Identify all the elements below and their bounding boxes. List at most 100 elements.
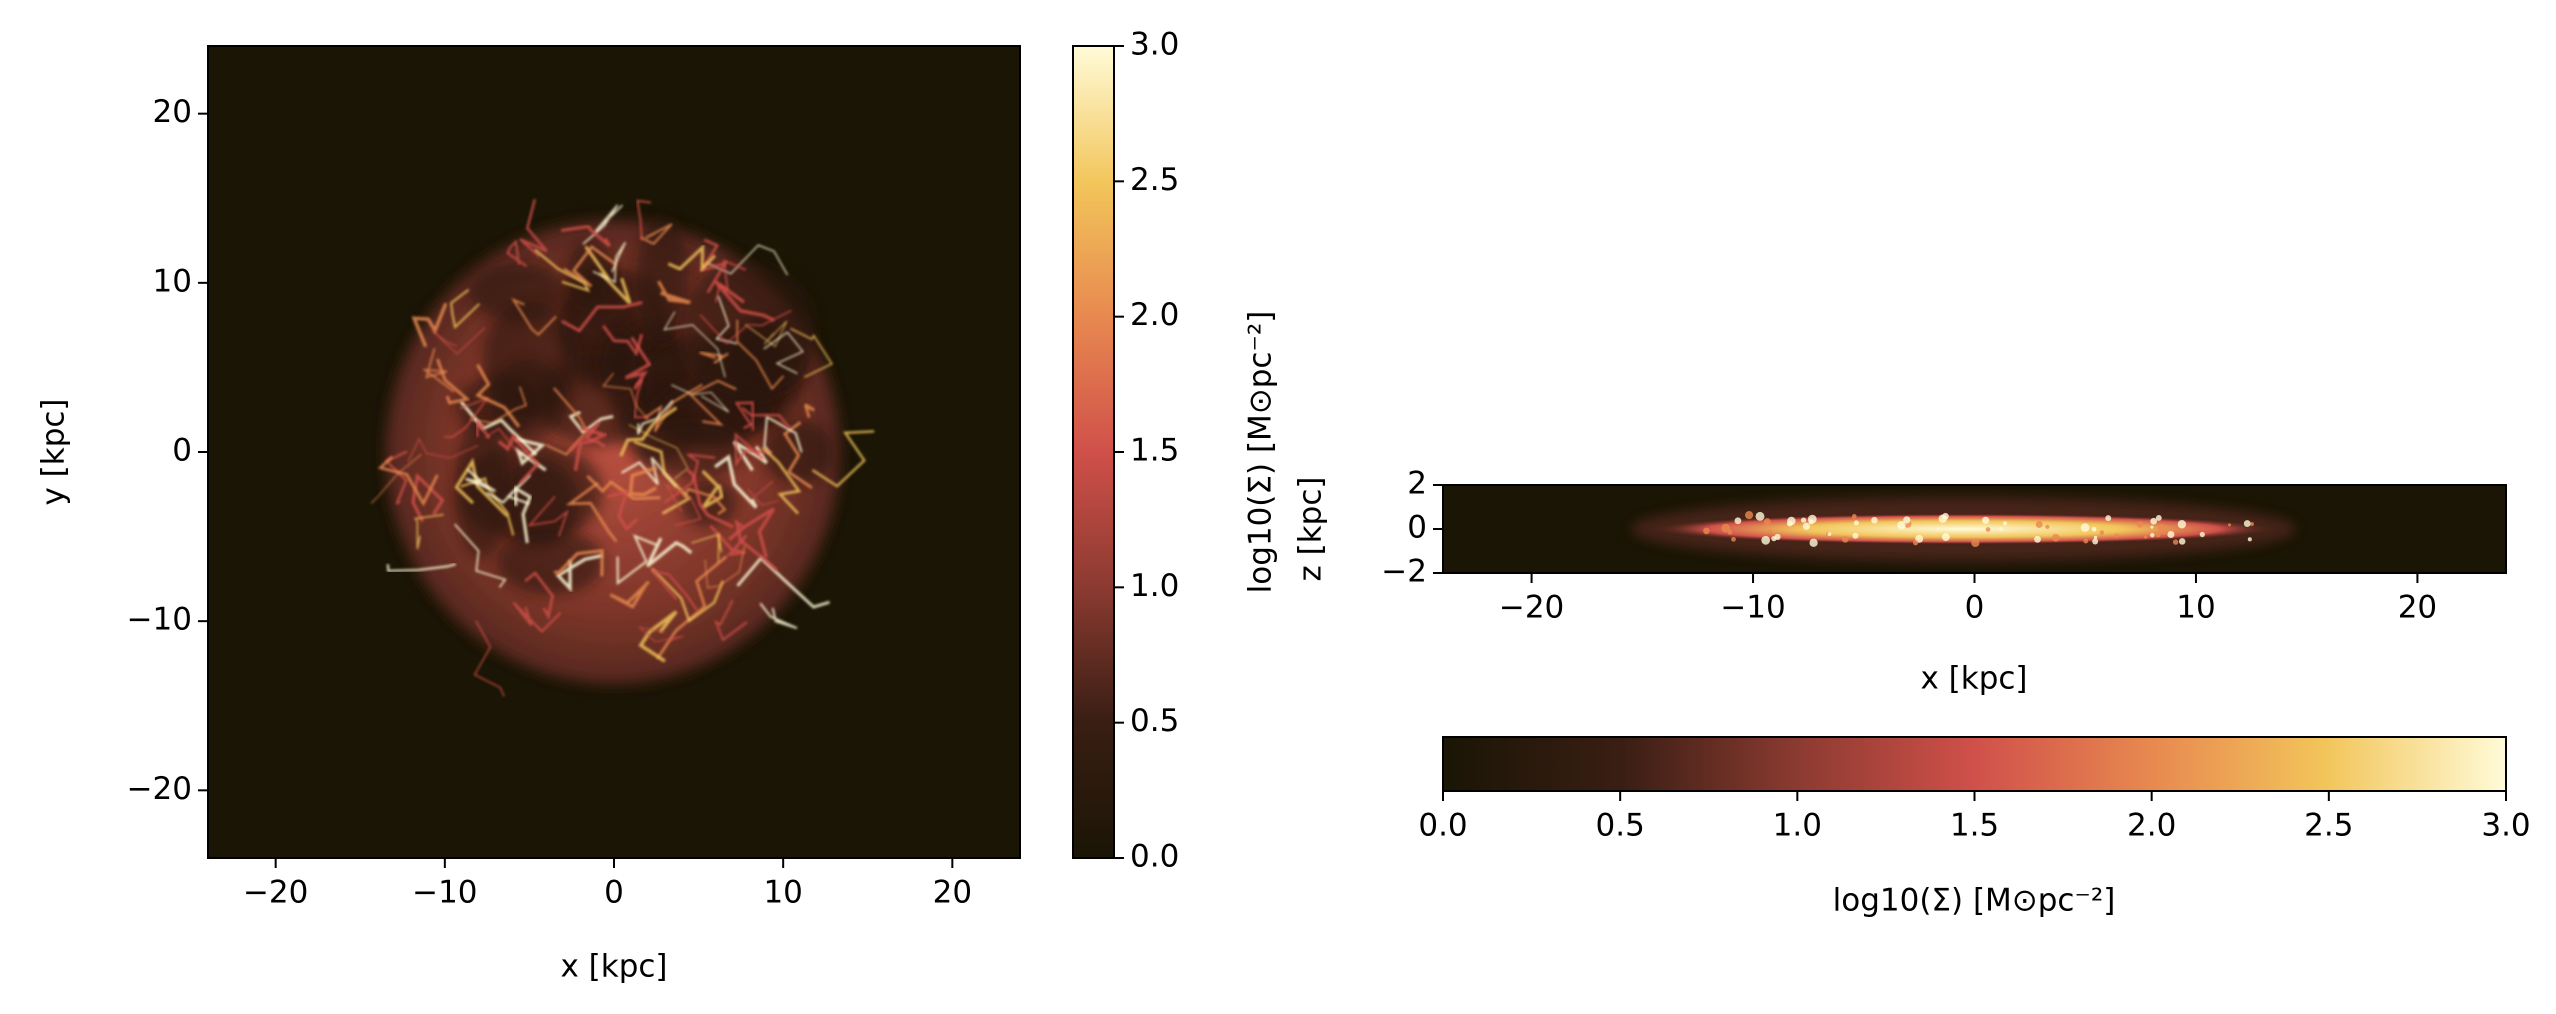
clump bbox=[1721, 523, 1731, 533]
clump bbox=[1941, 533, 1950, 542]
filament bbox=[407, 437, 479, 463]
filament bbox=[713, 280, 775, 322]
clump bbox=[1985, 527, 1991, 532]
image bbox=[208, 46, 1020, 858]
filament bbox=[728, 507, 776, 558]
filament bbox=[664, 453, 716, 504]
filament bbox=[744, 320, 788, 348]
clump bbox=[1841, 536, 1849, 543]
filament bbox=[497, 433, 540, 485]
clump bbox=[1703, 527, 1710, 535]
clump bbox=[2083, 538, 2089, 544]
clump bbox=[1912, 540, 1919, 546]
clump bbox=[1982, 516, 1990, 524]
filament bbox=[421, 348, 455, 393]
x-tick-label: −20 bbox=[243, 875, 308, 911]
colorbar-tick-label: 2.5 bbox=[1130, 162, 1179, 198]
filament bbox=[637, 400, 674, 435]
filament bbox=[414, 513, 444, 550]
y-tick-label: −10 bbox=[127, 602, 192, 638]
filament bbox=[386, 563, 456, 573]
filament bbox=[763, 415, 803, 455]
x-axis-label: x [kpc] bbox=[560, 949, 667, 985]
filament bbox=[686, 468, 734, 529]
colorbar-tick-label: 3.0 bbox=[2481, 808, 2530, 844]
colorbar-tick-label: 0.0 bbox=[1418, 808, 1467, 844]
filament bbox=[691, 532, 722, 563]
clump bbox=[2167, 530, 2175, 539]
filament bbox=[476, 417, 491, 439]
filament bbox=[454, 457, 509, 518]
filament bbox=[628, 424, 689, 480]
filament bbox=[454, 523, 507, 588]
filament bbox=[699, 351, 729, 365]
colorbar-tick-label: 1.0 bbox=[1773, 808, 1822, 844]
clump bbox=[1942, 512, 1949, 520]
filament bbox=[553, 549, 604, 577]
filament bbox=[624, 336, 652, 391]
clump bbox=[1734, 517, 1742, 525]
filament bbox=[790, 327, 833, 378]
clump bbox=[2093, 535, 2098, 540]
filament bbox=[534, 248, 591, 293]
filament bbox=[619, 406, 678, 457]
clump bbox=[1808, 519, 1814, 525]
filament bbox=[573, 425, 609, 472]
clump bbox=[2080, 523, 2090, 532]
y-tick-label: 20 bbox=[153, 94, 192, 130]
clump bbox=[2150, 517, 2158, 525]
y-tick-label: −2 bbox=[1381, 554, 1427, 590]
filament bbox=[519, 198, 548, 258]
filament bbox=[431, 327, 486, 355]
clump bbox=[1802, 522, 1810, 530]
clump bbox=[2227, 523, 2231, 527]
filament bbox=[506, 239, 528, 268]
filament bbox=[484, 427, 537, 455]
y-axis-label: z [kpc] bbox=[1293, 477, 1329, 582]
clump bbox=[2051, 533, 2060, 542]
filament bbox=[582, 204, 623, 245]
y-tick-label: 10 bbox=[153, 263, 192, 299]
y-tick-label: −20 bbox=[127, 771, 192, 807]
filament bbox=[586, 474, 661, 501]
y-tick-label: 0 bbox=[172, 433, 192, 469]
filament bbox=[568, 421, 606, 452]
gas-cavity bbox=[499, 458, 580, 546]
filament bbox=[667, 243, 716, 273]
filament bbox=[514, 485, 533, 544]
filament bbox=[620, 456, 678, 488]
clump bbox=[2150, 525, 2154, 529]
clump bbox=[2243, 520, 2251, 527]
filament bbox=[524, 571, 554, 621]
filament bbox=[649, 569, 699, 612]
filament bbox=[657, 280, 691, 305]
x-tick-label: 10 bbox=[2176, 590, 2215, 626]
clump bbox=[2155, 531, 2161, 538]
gas-cavity bbox=[636, 215, 689, 346]
clump bbox=[2099, 530, 2105, 535]
clump bbox=[2150, 532, 2155, 538]
x-tick-label: −10 bbox=[412, 875, 477, 911]
filament bbox=[565, 481, 618, 543]
filament bbox=[746, 480, 779, 507]
clump bbox=[1827, 532, 1832, 537]
filament bbox=[592, 241, 627, 284]
filament bbox=[644, 383, 703, 433]
clump bbox=[2162, 530, 2166, 535]
filament bbox=[515, 437, 547, 472]
colorbar-tick-label: 2.5 bbox=[2304, 808, 2353, 844]
x-tick-label: 10 bbox=[763, 875, 802, 911]
x-tick-label: 0 bbox=[604, 875, 624, 911]
y-axis-label: y [kpc] bbox=[36, 398, 72, 505]
clump bbox=[2105, 515, 2112, 522]
filament bbox=[561, 301, 643, 333]
filament bbox=[803, 403, 816, 418]
filament bbox=[411, 302, 448, 348]
clump bbox=[1809, 538, 1818, 547]
colorbar-tick-label: 1.5 bbox=[1950, 808, 1999, 844]
clump bbox=[1852, 532, 1859, 539]
gas-cavity bbox=[489, 358, 567, 443]
filament bbox=[511, 297, 557, 337]
filament bbox=[714, 454, 758, 509]
x-tick-label: 20 bbox=[933, 875, 972, 911]
